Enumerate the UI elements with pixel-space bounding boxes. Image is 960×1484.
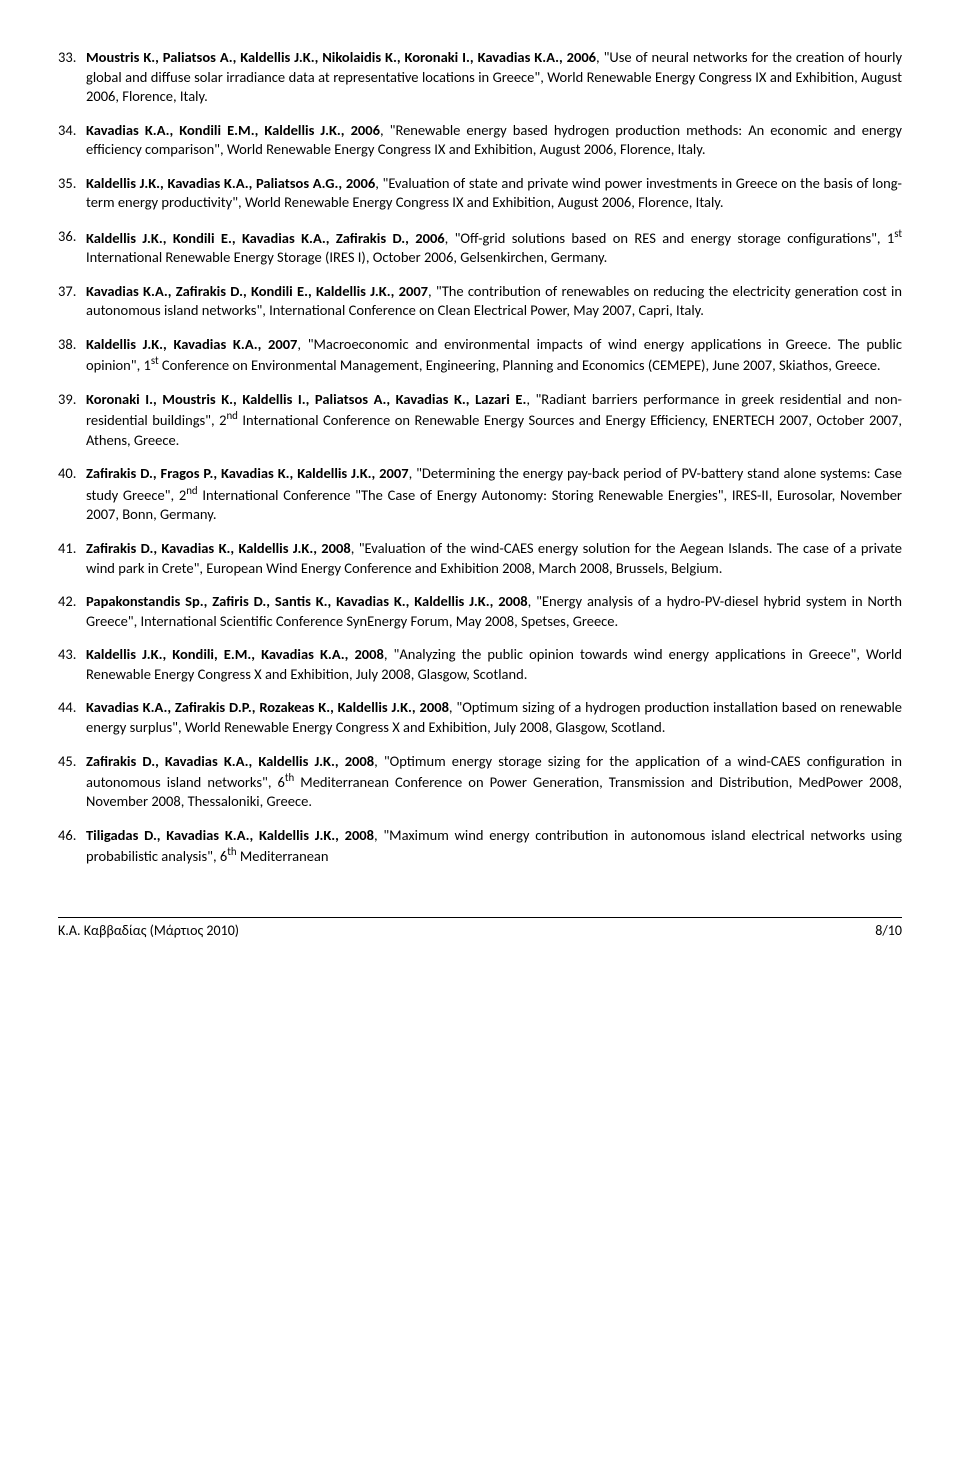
reference-number: 36.	[58, 227, 86, 268]
reference-number: 43.	[58, 645, 86, 684]
reference-number: 33.	[58, 48, 86, 107]
reference-item: 40.Zafirakis D., Fragos P., Kavadias K.,…	[58, 464, 902, 525]
reference-authors: Kavadias K.A., Zafirakis D., Kondili E.,…	[86, 282, 428, 300]
reference-authors: Kaldellis J.K., Kondili, E.M., Kavadias …	[86, 645, 384, 663]
reference-text: Kaldellis J.K., Kavadias K.A., Paliatsos…	[86, 174, 902, 213]
reference-item: 37.Kavadias K.A., Zafirakis D., Kondili …	[58, 282, 902, 321]
reference-text: Kavadias K.A., Kondili E.M., Kaldellis J…	[86, 121, 902, 160]
reference-text: Koronaki I., Moustris K., Kaldellis I., …	[86, 390, 902, 451]
reference-text: Kaldellis J.K., Kavadias K.A., 2007, "Ma…	[86, 335, 902, 376]
reference-item: 44.Kavadias K.A., Zafirakis D.P., Rozake…	[58, 698, 902, 737]
reference-authors: Tiligadas D., Kavadias K.A., Kaldellis J…	[86, 826, 374, 844]
footer-left: Κ.Α. Καββαδίας (Μάρτιος 2010)	[58, 922, 239, 941]
reference-authors: Zafirakis D., Kavadias K.A., Kaldellis J…	[86, 752, 374, 770]
reference-authors: Kaldellis J.K., Kavadias K.A., 2007	[86, 335, 297, 353]
reference-item: 42.Papakonstandis Sp., Zafiris D., Santi…	[58, 592, 902, 631]
reference-number: 39.	[58, 390, 86, 451]
reference-number: 44.	[58, 698, 86, 737]
reference-item: 46.Tiligadas D., Kavadias K.A., Kaldelli…	[58, 826, 902, 867]
reference-authors: Moustris K., Paliatsos A., Kaldellis J.K…	[86, 48, 596, 66]
reference-item: 41.Zafirakis D., Kavadias K., Kaldellis …	[58, 539, 902, 578]
reference-text: Zafirakis D., Kavadias K.A., Kaldellis J…	[86, 752, 902, 813]
reference-number: 35.	[58, 174, 86, 213]
reference-number: 38.	[58, 335, 86, 376]
reference-number: 42.	[58, 592, 86, 631]
reference-authors: Kavadias K.A., Kondili E.M., Kaldellis J…	[86, 121, 380, 139]
reference-number: 41.	[58, 539, 86, 578]
reference-item: 39.Koronaki I., Moustris K., Kaldellis I…	[58, 390, 902, 451]
page-footer: Κ.Α. Καββαδίας (Μάρτιος 2010) 8/10	[58, 917, 902, 941]
reference-authors: Zafirakis D., Kavadias K., Kaldellis J.K…	[86, 539, 351, 557]
reference-number: 34.	[58, 121, 86, 160]
reference-item: 38.Kaldellis J.K., Kavadias K.A., 2007, …	[58, 335, 902, 376]
reference-authors: Koronaki I., Moustris K., Kaldellis I., …	[86, 390, 526, 408]
reference-number: 46.	[58, 826, 86, 867]
reference-authors: Kaldellis J.K., Kondili E., Kavadias K.A…	[86, 229, 445, 247]
reference-item: 43.Kaldellis J.K., Kondili, E.M., Kavadi…	[58, 645, 902, 684]
reference-authors: Kaldellis J.K., Kavadias K.A., Paliatsos…	[86, 174, 375, 192]
reference-text: Moustris K., Paliatsos A., Kaldellis J.K…	[86, 48, 902, 107]
reference-text: Kavadias K.A., Zafirakis D.P., Rozakeas …	[86, 698, 902, 737]
reference-text: Zafirakis D., Fragos P., Kavadias K., Ka…	[86, 464, 902, 525]
reference-item: 45.Zafirakis D., Kavadias K.A., Kaldelli…	[58, 752, 902, 813]
reference-text: Tiligadas D., Kavadias K.A., Kaldellis J…	[86, 826, 902, 867]
reference-item: 35.Kaldellis J.K., Kavadias K.A., Paliat…	[58, 174, 902, 213]
reference-item: 36.Kaldellis J.K., Kondili E., Kavadias …	[58, 227, 902, 268]
reference-authors: Kavadias K.A., Zafirakis D.P., Rozakeas …	[86, 698, 449, 716]
reference-number: 45.	[58, 752, 86, 813]
reference-text: Papakonstandis Sp., Zafiris D., Santis K…	[86, 592, 902, 631]
reference-number: 40.	[58, 464, 86, 525]
reference-text: Zafirakis D., Kavadias K., Kaldellis J.K…	[86, 539, 902, 578]
reference-item: 34.Kavadias K.A., Kondili E.M., Kaldelli…	[58, 121, 902, 160]
reference-number: 37.	[58, 282, 86, 321]
footer-right: 8/10	[875, 922, 902, 941]
reference-text: Kavadias K.A., Zafirakis D., Kondili E.,…	[86, 282, 902, 321]
reference-authors: Papakonstandis Sp., Zafiris D., Santis K…	[86, 592, 528, 610]
reference-list: 33.Moustris K., Paliatsos A., Kaldellis …	[58, 48, 902, 867]
reference-authors: Zafirakis D., Fragos P., Kavadias K., Ka…	[86, 464, 409, 482]
reference-text: Kaldellis J.K., Kondili E., Kavadias K.A…	[86, 227, 902, 268]
reference-item: 33.Moustris K., Paliatsos A., Kaldellis …	[58, 48, 902, 107]
reference-text: Kaldellis J.K., Kondili, E.M., Kavadias …	[86, 645, 902, 684]
